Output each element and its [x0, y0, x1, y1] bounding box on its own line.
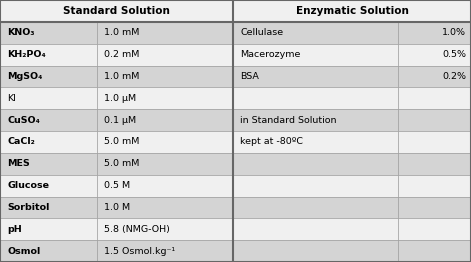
Text: Sorbitol: Sorbitol [7, 203, 49, 212]
Bar [0, 109, 97, 131]
Bar [233, 131, 398, 153]
Bar [398, 109, 471, 131]
Bar [97, 87, 233, 109]
Text: 0.2 mM: 0.2 mM [104, 50, 139, 59]
Bar [97, 131, 233, 153]
Bar [398, 196, 471, 218]
Bar [398, 240, 471, 262]
Text: 1.0 mM: 1.0 mM [104, 28, 139, 37]
Bar [97, 153, 233, 175]
Text: 5.0 mM: 5.0 mM [104, 137, 139, 146]
Text: Glucose: Glucose [7, 181, 49, 190]
Bar [398, 218, 471, 240]
Text: 0.2%: 0.2% [442, 72, 466, 81]
Bar [233, 109, 398, 131]
Bar [233, 153, 398, 175]
Text: 1.5 Osmol.kg⁻¹: 1.5 Osmol.kg⁻¹ [104, 247, 175, 256]
Bar [398, 44, 471, 66]
Text: kept at -80ºC: kept at -80ºC [240, 137, 303, 146]
Text: 1.0 μM: 1.0 μM [104, 94, 136, 103]
Bar [97, 66, 233, 87]
Bar [233, 175, 398, 196]
Bar [0, 218, 97, 240]
Bar [97, 22, 233, 44]
Text: Enzymatic Solution: Enzymatic Solution [296, 6, 408, 16]
Text: 1.0%: 1.0% [442, 28, 466, 37]
Bar [0, 0, 233, 22]
Bar [398, 87, 471, 109]
Bar [0, 87, 97, 109]
Text: Cellulase: Cellulase [240, 28, 284, 37]
Bar [97, 218, 233, 240]
Text: BSA: BSA [240, 72, 259, 81]
Bar [233, 22, 398, 44]
Text: MES: MES [7, 159, 30, 168]
Text: Macerozyme: Macerozyme [240, 50, 300, 59]
Text: 1.0 M: 1.0 M [104, 203, 130, 212]
Text: CuSO₄: CuSO₄ [7, 116, 40, 125]
Bar [233, 66, 398, 87]
Text: 0.5%: 0.5% [442, 50, 466, 59]
Bar [97, 44, 233, 66]
Bar [233, 218, 398, 240]
Bar [0, 22, 97, 44]
Text: 1.0 mM: 1.0 mM [104, 72, 139, 81]
Text: KI: KI [7, 94, 16, 103]
Bar [398, 22, 471, 44]
Text: Osmol: Osmol [7, 247, 41, 256]
Text: 5.8 (NMG-OH): 5.8 (NMG-OH) [104, 225, 170, 234]
Bar [233, 240, 398, 262]
Text: Standard Solution: Standard Solution [63, 6, 170, 16]
Text: MgSO₄: MgSO₄ [7, 72, 42, 81]
Bar [398, 131, 471, 153]
Bar [398, 153, 471, 175]
Bar [233, 0, 471, 22]
Text: 0.5 M: 0.5 M [104, 181, 130, 190]
Bar [97, 175, 233, 196]
Bar [0, 153, 97, 175]
Bar [0, 66, 97, 87]
Bar [0, 131, 97, 153]
Bar [0, 196, 97, 218]
Bar [233, 44, 398, 66]
Bar [398, 66, 471, 87]
Bar [398, 175, 471, 196]
Bar [233, 87, 398, 109]
Text: in Standard Solution: in Standard Solution [240, 116, 337, 125]
Bar [97, 240, 233, 262]
Bar [97, 109, 233, 131]
Bar [233, 196, 398, 218]
Text: CaCl₂: CaCl₂ [7, 137, 35, 146]
Text: KH₂PO₄: KH₂PO₄ [7, 50, 46, 59]
Text: 5.0 mM: 5.0 mM [104, 159, 139, 168]
Bar [97, 196, 233, 218]
Bar [0, 175, 97, 196]
Bar [0, 240, 97, 262]
Text: KNO₃: KNO₃ [7, 28, 34, 37]
Text: 0.1 μM: 0.1 μM [104, 116, 136, 125]
Bar [0, 44, 97, 66]
Text: pH: pH [7, 225, 22, 234]
